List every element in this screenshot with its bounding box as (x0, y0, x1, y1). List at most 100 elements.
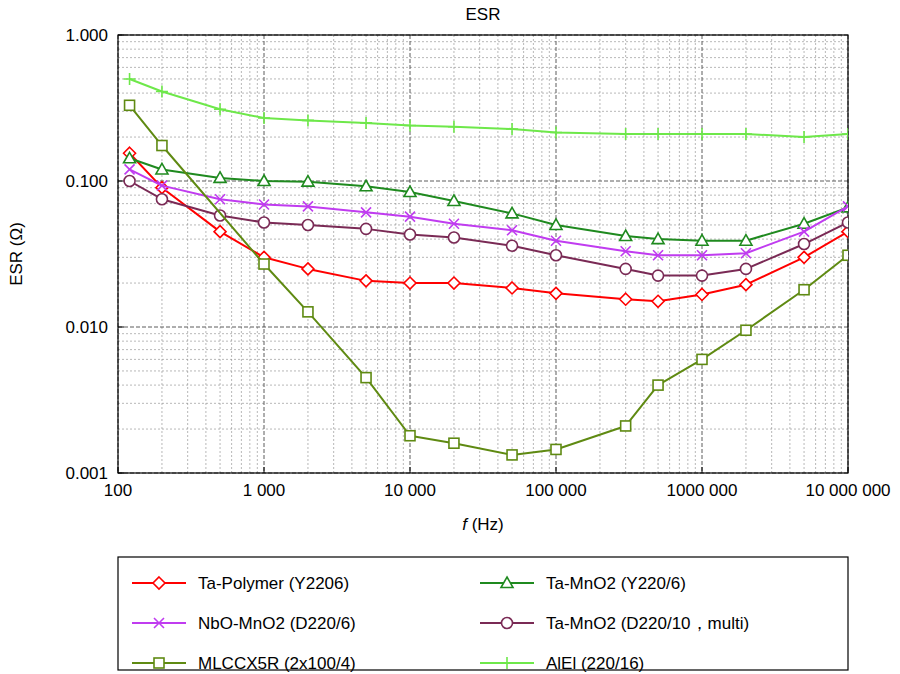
x-axis-label: f (Hz) (462, 515, 504, 534)
minor-grid-line (541, 35, 542, 473)
minor-grid-line (249, 35, 250, 473)
marker (303, 201, 313, 211)
minor-grid-line (771, 35, 772, 473)
legend: Ta-Polymer (Y2206)Ta-MnO2 (Y220/6)NbO-Mn… (118, 557, 848, 673)
tick-label: 100 000 (525, 481, 586, 500)
legend-label: AlEl (220/16) (546, 654, 644, 673)
marker (696, 128, 708, 140)
marker (620, 128, 632, 140)
marker (156, 163, 168, 174)
marker (215, 194, 225, 204)
marker (449, 438, 459, 448)
minor-grid-line (161, 35, 162, 473)
marker (507, 240, 518, 251)
marker (448, 232, 459, 243)
marker (551, 250, 562, 261)
series (124, 152, 848, 245)
marker (124, 73, 136, 85)
minor-grid-line (118, 283, 848, 284)
marker (741, 248, 751, 258)
minor-grid-line (669, 35, 670, 473)
minor-grid-line (118, 429, 848, 430)
minor-grid-line (118, 49, 848, 50)
series (125, 164, 848, 260)
marker (156, 194, 167, 205)
marker (404, 119, 416, 131)
marker (506, 282, 518, 294)
marker (506, 123, 518, 135)
marker (551, 444, 561, 454)
minor-grid-line (497, 35, 498, 473)
minor-grid-line (687, 35, 688, 473)
minor-grid-line (118, 67, 848, 68)
legend-marker (502, 618, 513, 629)
marker (259, 259, 269, 269)
minor-grid-line (118, 78, 848, 79)
tick-label: 1 000 (243, 481, 286, 500)
marker (740, 279, 752, 291)
marker (258, 175, 270, 186)
minor-grid-line (118, 403, 848, 404)
legend-marker (501, 577, 513, 588)
legend-marker (154, 658, 164, 668)
marker (507, 225, 517, 235)
marker (740, 235, 752, 246)
tick (702, 467, 703, 473)
marker (404, 186, 416, 197)
minor-grid-line (118, 213, 848, 214)
x-axis-label-part: (Hz) (467, 515, 504, 534)
tick-label: 0.100 (65, 172, 108, 191)
marker (740, 263, 751, 274)
marker (620, 230, 632, 241)
marker (405, 229, 416, 240)
legend-marker (501, 657, 513, 669)
marker (620, 263, 631, 274)
series-line (130, 181, 848, 276)
marker (156, 86, 168, 98)
marker (550, 287, 562, 299)
marker (405, 212, 415, 222)
grid-line (118, 181, 848, 182)
marker (259, 217, 270, 228)
minor-grid-line (118, 203, 848, 204)
marker (696, 235, 708, 246)
marker (157, 141, 167, 151)
marker (361, 223, 372, 234)
minor-grid-line (307, 35, 308, 473)
plot-frame (118, 35, 848, 473)
legend-marker (153, 577, 165, 589)
minor-grid-line (118, 57, 848, 58)
marker (302, 263, 314, 275)
title: ESR (466, 5, 501, 24)
marker (652, 295, 664, 307)
minor-grid-line (789, 35, 790, 473)
minor-grid-line (118, 195, 848, 196)
marker (621, 246, 631, 256)
marker (360, 275, 372, 287)
minor-grid-line (479, 35, 480, 473)
marker (843, 250, 848, 260)
minor-grid-line (512, 35, 513, 473)
marker (124, 152, 136, 163)
marker (652, 233, 664, 244)
marker (125, 100, 135, 110)
tick (264, 467, 265, 473)
marker (799, 285, 809, 295)
marker (842, 128, 848, 140)
tick (556, 467, 557, 473)
minor-grid-line (118, 224, 848, 225)
marker (620, 293, 632, 305)
minor-grid-line (833, 35, 834, 473)
tick-label: 100 (104, 481, 132, 500)
minor-grid-line (187, 35, 188, 473)
minor-grid-line (533, 35, 534, 473)
minor-grid-line (118, 187, 848, 188)
marker (214, 103, 226, 115)
minor-grid-line (377, 35, 378, 473)
marker (506, 207, 518, 218)
marker (799, 239, 810, 250)
minor-grid-line (118, 359, 848, 360)
tick-label: 1.000 (65, 26, 108, 45)
marker (361, 207, 371, 217)
grid-line (118, 327, 848, 328)
